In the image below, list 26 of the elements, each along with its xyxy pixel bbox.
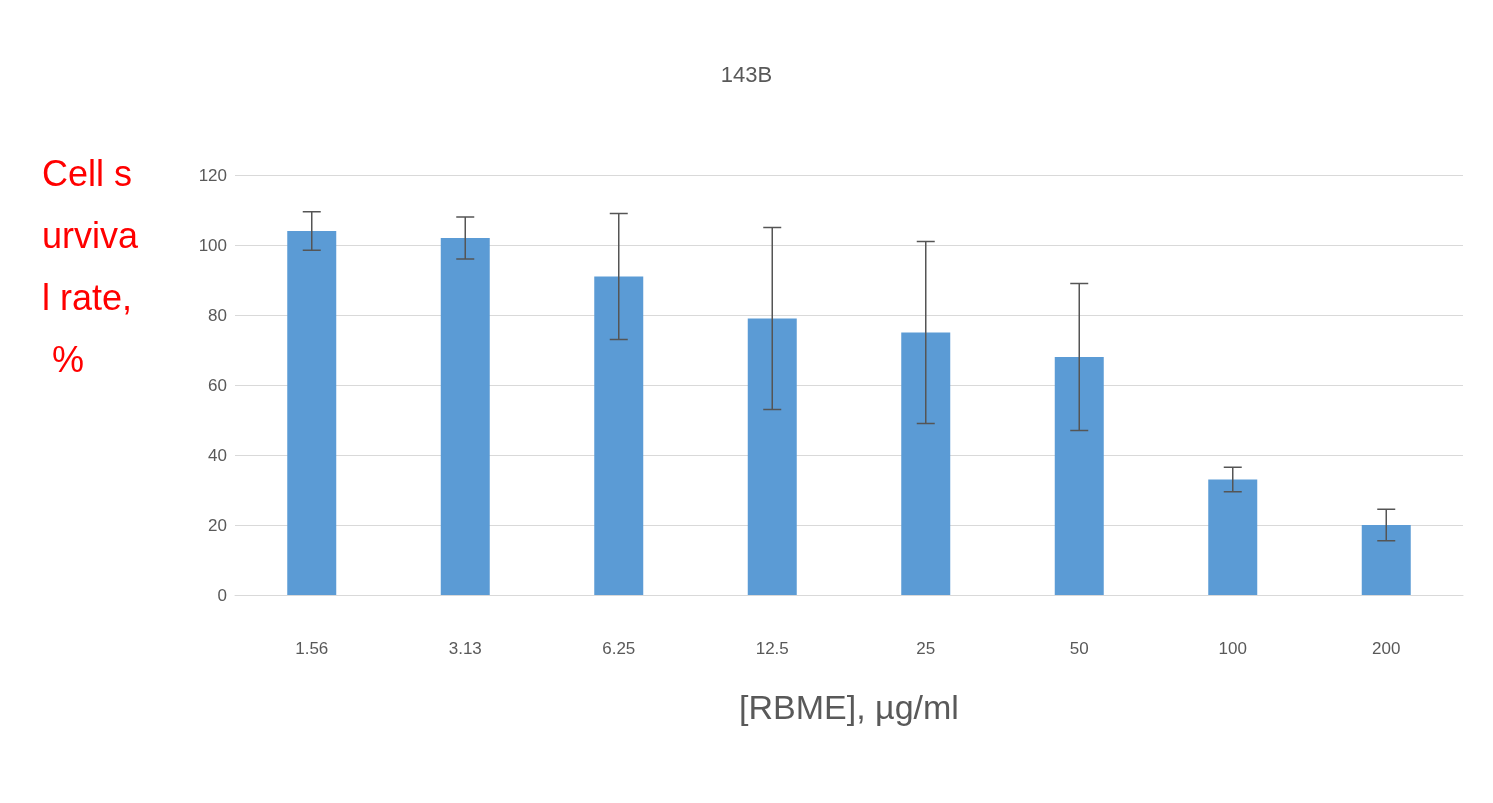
bar bbox=[901, 332, 951, 595]
bar bbox=[1054, 357, 1104, 595]
x-tick-label: 25 bbox=[916, 639, 936, 658]
x-tick-label: 200 bbox=[1372, 639, 1401, 658]
y-tick-label: 100 bbox=[198, 235, 227, 255]
x-tick-label: 12.5 bbox=[755, 639, 789, 658]
y-tick-label: 120 bbox=[198, 165, 227, 185]
y-axis-title: Cell survival rate, % bbox=[42, 152, 140, 380]
bar bbox=[594, 276, 644, 595]
y-tick-label: 40 bbox=[208, 445, 227, 465]
x-tick-label: 3.13 bbox=[448, 639, 482, 658]
chart-title: 143B bbox=[720, 61, 773, 87]
x-axis-title: [RBME], µg/ml bbox=[739, 688, 959, 726]
bar bbox=[287, 231, 337, 595]
y-tick-label: 0 bbox=[217, 585, 227, 605]
bar bbox=[1361, 525, 1411, 595]
bar bbox=[747, 318, 797, 595]
bar bbox=[440, 238, 490, 595]
x-tick-label: 6.25 bbox=[602, 639, 636, 658]
x-tick-label: 1.56 bbox=[295, 639, 329, 658]
x-tick-label: 100 bbox=[1218, 639, 1247, 658]
y-tick-label: 80 bbox=[208, 305, 227, 325]
bar bbox=[1208, 479, 1258, 595]
y-tick-label: 20 bbox=[208, 515, 227, 535]
x-tick-label: 50 bbox=[1069, 639, 1089, 658]
y-tick-label: 60 bbox=[208, 375, 227, 395]
